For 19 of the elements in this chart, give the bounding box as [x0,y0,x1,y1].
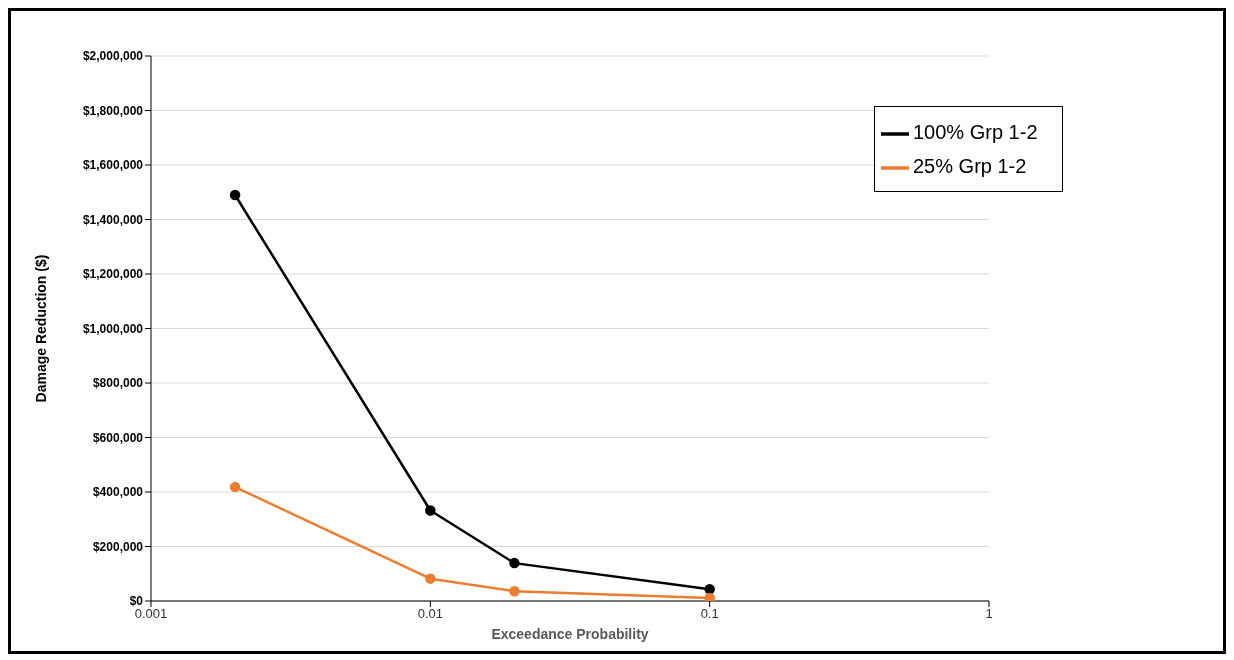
y-tick-label: $1,400,000 [82,212,144,227]
y-tick-label: $1,600,000 [82,158,144,173]
y-axis-title: Damage Reduction ($) [32,254,49,403]
x-tick-label: 0.001 [134,606,168,622]
y-tick-label: $1,200,000 [82,267,144,282]
x-tick-label: 0.1 [700,606,719,622]
y-tick-label: $200,000 [92,539,144,554]
y-tick-label: $800,000 [92,376,144,391]
x-tick-label: 1 [985,606,993,622]
legend-label: 100% Grp 1-2 [913,121,1038,143]
y-tick-label: $1,000,000 [82,321,144,336]
x-tick-label: 0.01 [417,606,443,622]
y-tick-label: $400,000 [92,485,144,500]
y-tick-label: $600,000 [92,430,144,445]
y-tick-label: $0 [129,594,144,609]
legend-label: 25% Grp 1-2 [913,155,1027,177]
y-tick-label: $2,000,000 [82,49,144,64]
y-tick-label: $1,800,000 [82,103,144,118]
x-axis-title: Exceedance Probability [491,626,649,642]
